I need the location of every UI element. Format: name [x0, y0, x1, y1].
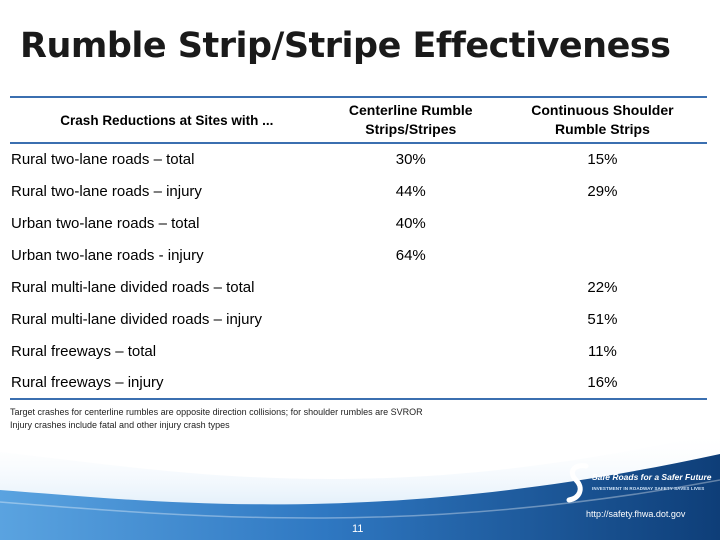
table-row: Rural freeways – total 11%	[10, 335, 707, 367]
shoulder-value: 16%	[587, 374, 618, 391]
logo-name: Safe Roads for a Safer Future	[592, 472, 712, 482]
header-centerline-text: Centerline Rumble Strips/Stripes	[348, 102, 473, 137]
centerline-value: 30%	[395, 151, 426, 168]
row-label: Rural freeways – injury	[11, 374, 164, 391]
centerline-value	[324, 303, 498, 335]
row-label: Rural freeways – total	[11, 342, 157, 360]
footnote-injury-crashes: Injury crashes include fatal and other i…	[10, 420, 230, 430]
centerline-value	[324, 271, 498, 303]
header-shoulder: Continuous Shoulder Rumble Strips	[498, 97, 707, 143]
logo-tagline: INVESTMENT IN ROADWAY SAFETY SAVES LIVES	[592, 486, 705, 491]
shoulder-value	[498, 207, 707, 239]
effectiveness-table: Crash Reductions at Sites with ... Cente…	[10, 96, 707, 400]
table-row: Rural freeways – injury 16%	[10, 367, 707, 399]
table-row: Rural two-lane roads – injury 44% 29%	[10, 175, 707, 207]
row-label: Rural multi-lane divided roads – injury	[11, 310, 262, 328]
footnotes: Target crashes for centerline rumbles ar…	[10, 406, 423, 432]
table-row: Rural two-lane roads – total 30% 15%	[10, 143, 707, 175]
table-row: Urban two-lane roads – total 40%	[10, 207, 707, 239]
row-label: Rural multi-lane divided roads – total	[11, 278, 255, 296]
row-label: Rural two-lane roads – total	[11, 151, 195, 168]
table-row: Urban two-lane roads - injury 64%	[10, 239, 707, 271]
table-row: Rural multi-lane divided roads – injury …	[10, 303, 707, 335]
shoulder-value: 11%	[587, 342, 617, 360]
page-number: 11	[352, 523, 364, 535]
shoulder-value: 51%	[587, 310, 618, 328]
fhwa-url-link[interactable]: http://safety.fhwa.dot.gov	[586, 509, 686, 519]
shoulder-value: 29%	[587, 182, 618, 200]
centerline-value: 40%	[395, 214, 426, 232]
table-row: Rural multi-lane divided roads – total 2…	[10, 271, 707, 303]
row-label: Rural two-lane roads – injury	[11, 182, 202, 200]
header-centerline: Centerline Rumble Strips/Stripes	[324, 97, 498, 143]
footer-swoosh-band	[0, 432, 720, 540]
centerline-value	[324, 335, 498, 367]
centerline-value: 64%	[395, 246, 426, 264]
row-label: Urban two-lane roads – total	[11, 214, 200, 232]
shoulder-value: 22%	[587, 278, 618, 296]
shoulder-value	[498, 239, 707, 271]
footnote-target-crashes: Target crashes for centerline rumbles ar…	[10, 407, 423, 417]
page-title: Rumble Strip/Stripe Effectiveness	[20, 26, 671, 66]
centerline-value: 44%	[395, 182, 426, 200]
table-header-row: Crash Reductions at Sites with ... Cente…	[10, 97, 707, 143]
header-crash-reductions: Crash Reductions at Sites with ...	[60, 112, 274, 128]
header-shoulder-text: Continuous Shoulder Rumble Strips	[531, 102, 674, 137]
centerline-value	[324, 367, 498, 399]
shoulder-value: 15%	[587, 151, 618, 168]
safe-roads-logo-icon	[566, 463, 589, 503]
row-label: Urban two-lane roads - injury	[11, 246, 204, 264]
